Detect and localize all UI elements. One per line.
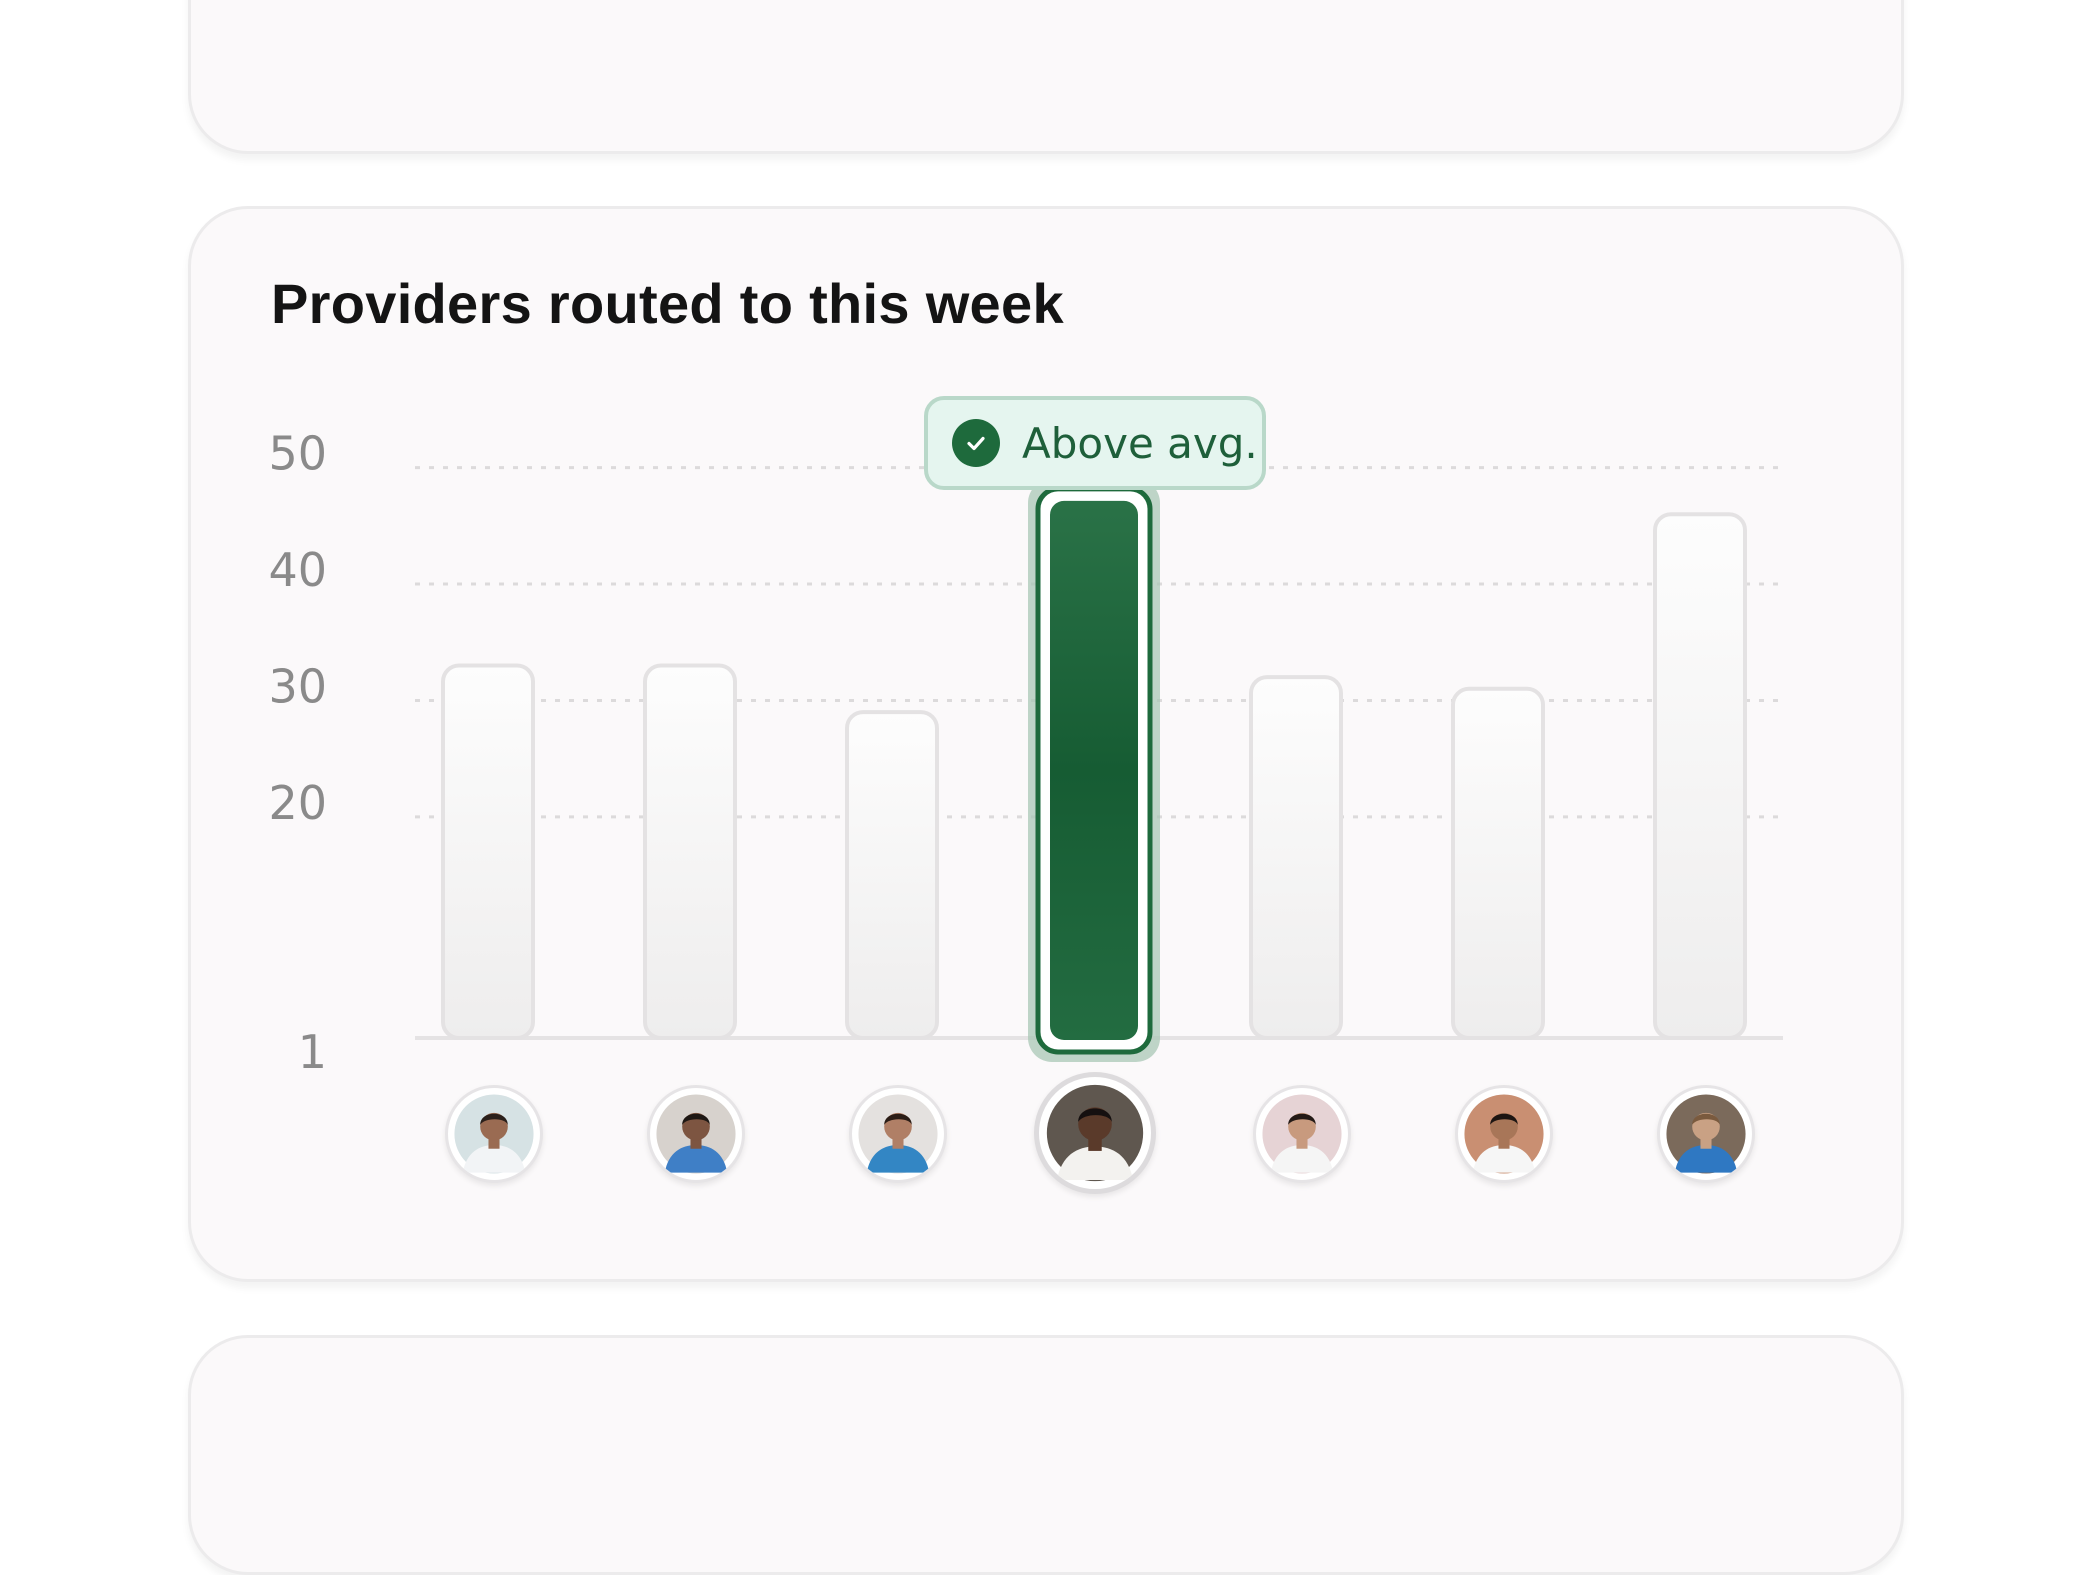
y-axis-ticks: 1 20 30 40 50 [268, 427, 327, 1079]
y-tick-label: 1 [298, 1025, 327, 1079]
top-card [188, 0, 1904, 154]
provider-avatar-icon[interactable] [1657, 1085, 1755, 1183]
bar-chart: 1 20 30 40 50 [268, 427, 1783, 1079]
provider-avatar-icon[interactable] [1034, 1072, 1156, 1194]
provider-avatar-icon[interactable] [1455, 1085, 1553, 1183]
bar[interactable] [1451, 686, 1545, 1040]
y-tick-label: 40 [268, 543, 327, 597]
bottom-card [188, 1335, 1904, 1575]
bar[interactable] [845, 710, 939, 1040]
card-title: Providers routed to this week [271, 272, 1064, 335]
providers-chart-card: Providers routed to this week 1 20 30 40 50 … [188, 206, 1904, 1282]
provider-avatar-icon[interactable] [1253, 1085, 1351, 1183]
y-tick-label: 20 [268, 776, 327, 830]
y-tick-label: 50 [268, 427, 327, 481]
badge-label: Above avg. [1022, 418, 1258, 468]
bar[interactable] [643, 663, 737, 1040]
above-average-badge: Above avg. [924, 396, 1266, 490]
provider-avatar-icon[interactable] [445, 1085, 543, 1183]
bar[interactable] [1249, 675, 1343, 1040]
bar[interactable] [441, 663, 535, 1040]
bars [441, 478, 1747, 1062]
bar[interactable] [1653, 512, 1747, 1040]
provider-avatar-icon[interactable] [647, 1085, 745, 1183]
bar-highlighted[interactable] [1050, 500, 1138, 1040]
check-circle-icon [952, 419, 1000, 467]
provider-avatar-icon[interactable] [849, 1085, 947, 1183]
y-tick-label: 30 [268, 659, 327, 713]
